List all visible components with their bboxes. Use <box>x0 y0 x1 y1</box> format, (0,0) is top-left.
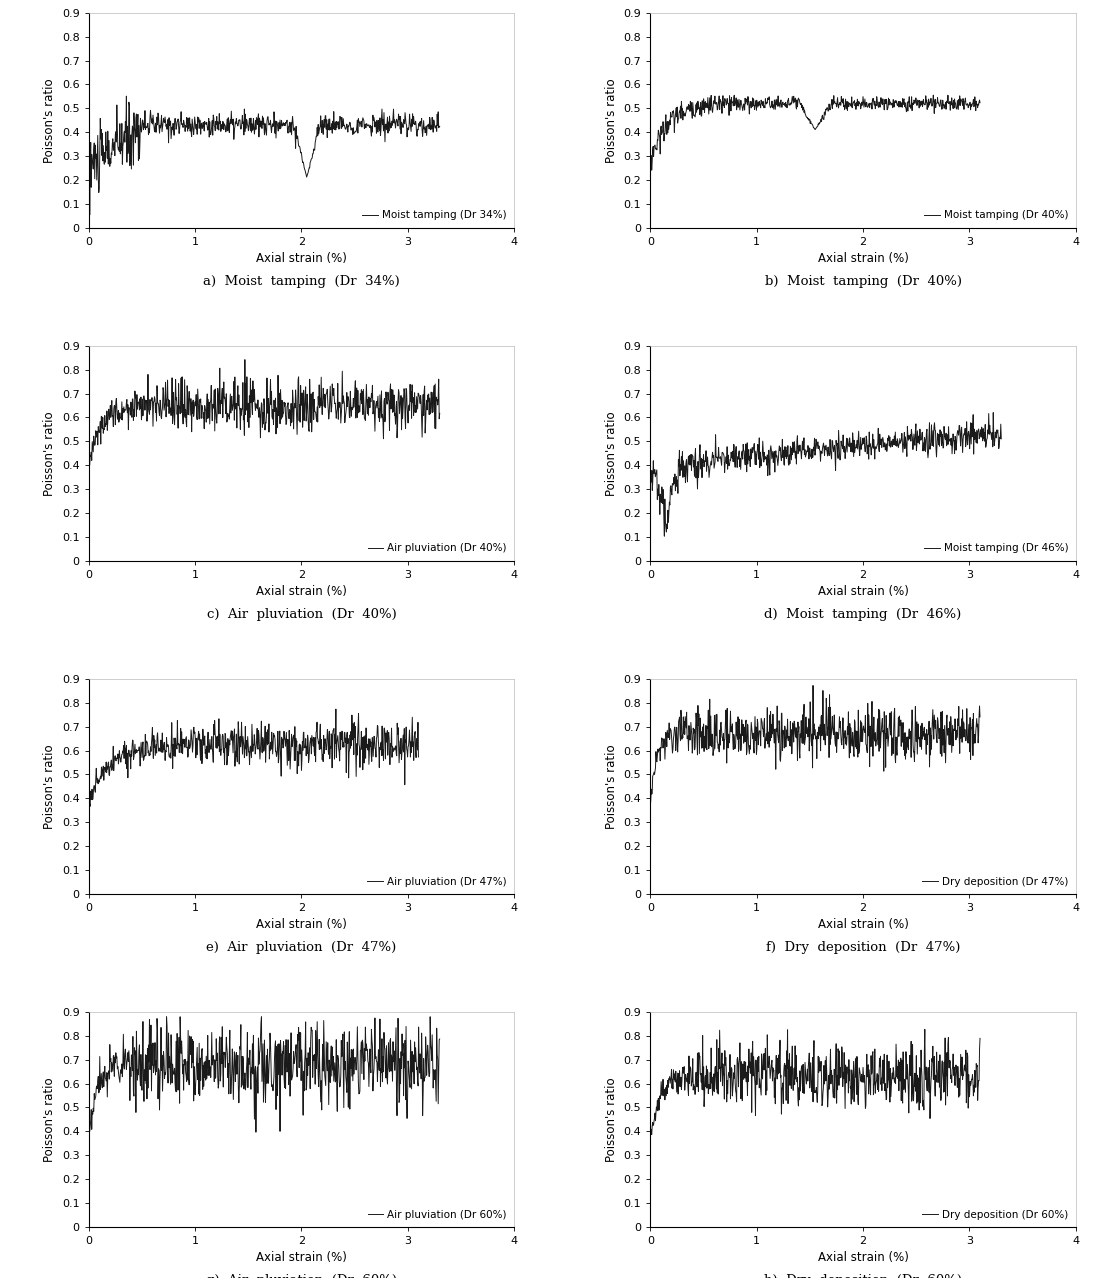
Legend: Moist tamping (Dr 34%): Moist tamping (Dr 34%) <box>360 208 509 222</box>
Y-axis label: Poisson's ratio: Poisson's ratio <box>43 412 57 496</box>
X-axis label: Axial strain (%): Axial strain (%) <box>256 252 347 266</box>
Y-axis label: Poisson's ratio: Poisson's ratio <box>606 78 618 162</box>
X-axis label: Axial strain (%): Axial strain (%) <box>817 585 908 598</box>
X-axis label: Axial strain (%): Axial strain (%) <box>256 919 347 932</box>
Legend: Air pluviation (Dr 47%): Air pluviation (Dr 47%) <box>365 874 509 888</box>
Text: h)  Dry  deposition  (Dr  60%): h) Dry deposition (Dr 60%) <box>764 1274 962 1278</box>
X-axis label: Axial strain (%): Axial strain (%) <box>817 1251 908 1264</box>
Text: b)  Moist  tamping  (Dr  40%): b) Moist tamping (Dr 40%) <box>764 275 962 288</box>
Legend: Dry deposition (Dr 60%): Dry deposition (Dr 60%) <box>920 1208 1070 1222</box>
Legend: Moist tamping (Dr 46%): Moist tamping (Dr 46%) <box>922 542 1070 556</box>
X-axis label: Axial strain (%): Axial strain (%) <box>256 585 347 598</box>
Legend: Dry deposition (Dr 47%): Dry deposition (Dr 47%) <box>920 874 1070 888</box>
Y-axis label: Poisson's ratio: Poisson's ratio <box>606 1077 618 1162</box>
Text: f)  Dry  deposition  (Dr  47%): f) Dry deposition (Dr 47%) <box>766 941 960 955</box>
Y-axis label: Poisson's ratio: Poisson's ratio <box>606 744 618 828</box>
Y-axis label: Poisson's ratio: Poisson's ratio <box>43 744 57 828</box>
Text: g)  Air  pluviation  (Dr  60%): g) Air pluviation (Dr 60%) <box>206 1274 397 1278</box>
X-axis label: Axial strain (%): Axial strain (%) <box>817 919 908 932</box>
X-axis label: Axial strain (%): Axial strain (%) <box>817 252 908 266</box>
Y-axis label: Poisson's ratio: Poisson's ratio <box>606 412 618 496</box>
Text: e)  Air  pluviation  (Dr  47%): e) Air pluviation (Dr 47%) <box>206 941 397 955</box>
Y-axis label: Poisson's ratio: Poisson's ratio <box>43 1077 57 1162</box>
Text: d)  Moist  tamping  (Dr  46%): d) Moist tamping (Dr 46%) <box>764 608 962 621</box>
Legend: Air pluviation (Dr 40%): Air pluviation (Dr 40%) <box>366 542 509 556</box>
Text: a)  Moist  tamping  (Dr  34%): a) Moist tamping (Dr 34%) <box>203 275 400 288</box>
Text: c)  Air  pluviation  (Dr  40%): c) Air pluviation (Dr 40%) <box>206 608 396 621</box>
Legend: Moist tamping (Dr 40%): Moist tamping (Dr 40%) <box>922 208 1070 222</box>
X-axis label: Axial strain (%): Axial strain (%) <box>256 1251 347 1264</box>
Y-axis label: Poisson's ratio: Poisson's ratio <box>43 78 57 162</box>
Legend: Air pluviation (Dr 60%): Air pluviation (Dr 60%) <box>366 1208 509 1222</box>
